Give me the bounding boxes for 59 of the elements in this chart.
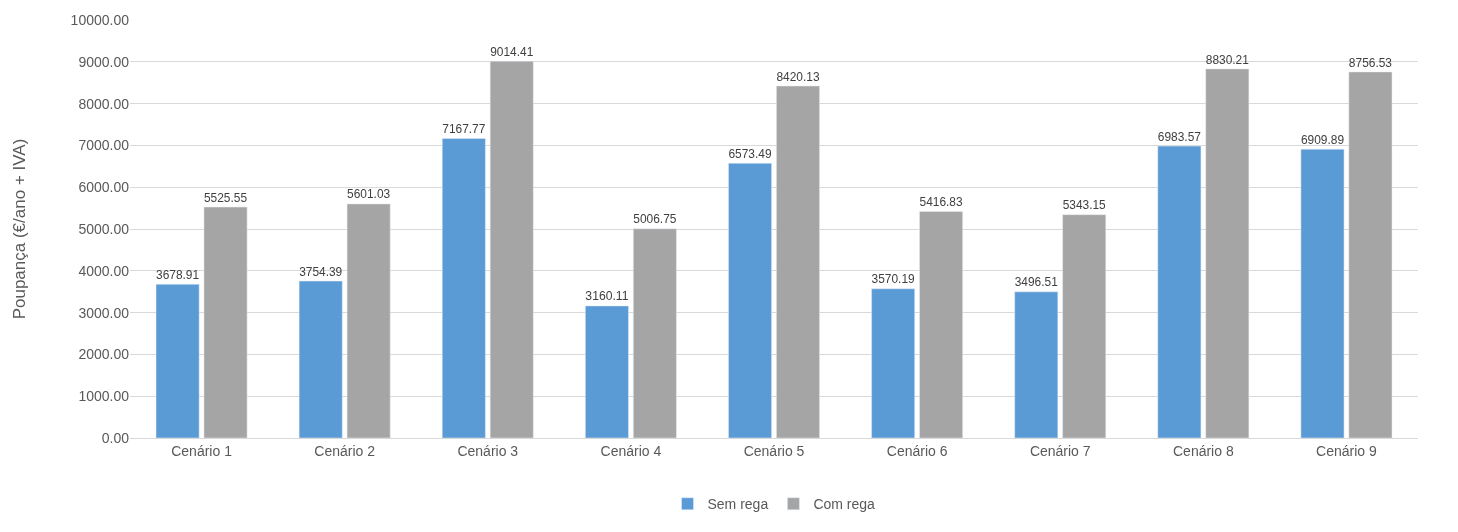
- y-tick-label: 4000.00: [78, 262, 130, 279]
- x-tick-label: Cenário 4: [600, 442, 662, 459]
- bar: [441, 138, 486, 438]
- x-tick-label: Cenário 9: [1316, 442, 1378, 459]
- y-tick-label: 2000.00: [78, 346, 130, 363]
- data-label: 5525.55: [203, 190, 248, 205]
- data-label: 8420.13: [776, 69, 820, 84]
- y-tick-label: 6000.00: [78, 179, 130, 196]
- bar: [585, 305, 629, 438]
- data-label: 5343.15: [1062, 198, 1107, 213]
- data-label: 5416.83: [919, 195, 963, 210]
- data-label: 3678.91: [156, 267, 200, 282]
- bar: [871, 288, 915, 438]
- data-label: 6909.89: [1300, 132, 1345, 147]
- data-label: 3754.39: [299, 264, 343, 279]
- legend-label: Sem rega: [707, 496, 769, 513]
- bar: [298, 280, 343, 438]
- bar: [776, 85, 820, 438]
- data-label: 6983.57: [1157, 129, 1202, 144]
- bar: [489, 60, 534, 438]
- data-label: 5601.03: [347, 187, 391, 202]
- data-label: 6573.49: [728, 146, 772, 161]
- bar: [1062, 214, 1107, 438]
- y-axis-title: Poupança (€/ano + IVA): [10, 138, 30, 320]
- bar: [1348, 71, 1393, 438]
- y-tick-label: 9000.00: [78, 53, 130, 70]
- bar: [1014, 291, 1059, 438]
- y-tick-label: 7000.00: [78, 137, 130, 154]
- x-tick-label: Cenário 6: [886, 442, 948, 459]
- bar: [919, 211, 963, 438]
- bar: [1300, 148, 1345, 438]
- bar: [728, 162, 772, 438]
- y-tick-label: 5000.00: [78, 220, 130, 237]
- y-tick-label: 10000.00: [70, 11, 130, 28]
- x-tick-label: Cenário 5: [743, 442, 805, 459]
- x-tick-label: Cenário 3: [457, 442, 519, 459]
- y-tick-label: 1000.00: [78, 388, 130, 405]
- x-tick-label: Cenário 8: [1172, 442, 1234, 459]
- data-label: 8830.21: [1205, 52, 1250, 67]
- data-label: 3160.11: [585, 289, 629, 304]
- y-tick-label: 3000.00: [78, 304, 130, 321]
- y-tick-label: 8000.00: [78, 95, 130, 112]
- data-label: 8756.53: [1348, 55, 1393, 70]
- bar: [1205, 68, 1250, 438]
- bar: [346, 203, 391, 438]
- data-label: 9014.41: [490, 44, 534, 59]
- x-tick-label: Cenário 1: [171, 442, 233, 459]
- data-label: 3570.19: [871, 272, 916, 287]
- x-tick-label: Cenário 7: [1029, 442, 1091, 459]
- legend-label: Com rega: [813, 496, 876, 513]
- bar: [203, 206, 248, 438]
- bar: [1157, 145, 1202, 438]
- data-label: 5006.75: [633, 212, 677, 227]
- y-tick-label: 0.00: [101, 429, 130, 446]
- data-label: 7167.77: [442, 122, 486, 136]
- bar: [633, 228, 677, 438]
- data-label: 3496.51: [1014, 275, 1059, 290]
- bar: [155, 283, 200, 438]
- x-tick-label: Cenário 2: [314, 442, 376, 459]
